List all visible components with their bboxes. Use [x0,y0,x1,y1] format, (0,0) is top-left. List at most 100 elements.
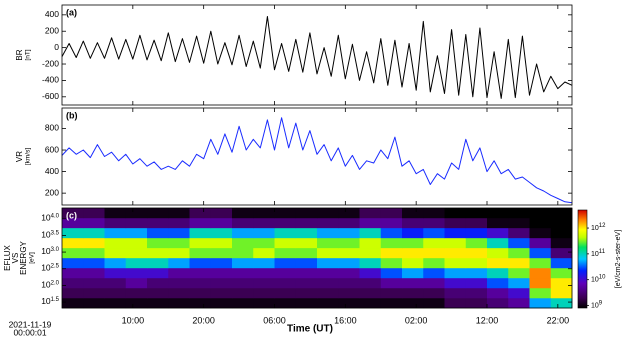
y-axis-title: VR [15,151,24,162]
data-line [61,16,573,99]
x-tick-label: 06:00 [263,315,286,325]
heat-cell [83,247,105,259]
heat-cell [62,257,84,269]
heat-cell [487,247,509,259]
heat-cell [232,297,254,309]
y-tick-label: 800 [45,123,59,133]
heat-cell [487,267,509,279]
y-tick-label: 102.5 [41,263,59,273]
heat-cell [359,237,382,249]
heat-cell [210,277,233,289]
heat-cell [189,217,212,229]
heat-cell [529,227,552,239]
y-axis-title: [eV] [29,252,36,264]
heat-cell [62,237,84,249]
heat-cell [465,297,488,309]
heat-cell [62,208,84,219]
heat-cell [338,237,360,249]
colorbar [577,209,588,309]
x-tick-label: 12:00 [476,315,499,325]
heat-cell [295,257,318,269]
heat-cell [380,297,403,309]
heat-cell [317,257,339,269]
heat-cell [295,297,318,309]
heat-cell [487,287,509,299]
heat-cell [465,237,488,249]
heat-cell [168,257,190,269]
heat-cell [465,267,488,279]
heat-cell [295,208,318,219]
heat-cell [359,267,382,279]
heat-cell [508,208,530,219]
heat-cell [104,217,127,229]
heat-cell [83,237,105,249]
heat-cell [529,257,552,269]
y-tick-label: 200 [45,187,59,197]
y-tick-label: 400 [45,166,59,176]
heat-cell [125,208,148,219]
heat-cell [232,257,254,269]
heat-cell [423,257,445,269]
heat-cell [189,227,212,239]
start-time: 00:00:01 [13,327,46,337]
heat-cell [359,227,382,239]
heat-cell [83,277,105,289]
heat-cell [125,237,148,249]
heat-cell [125,217,148,229]
heat-cell [147,208,169,219]
x-tick-label: 10:00 [122,315,145,325]
heat-cell [550,287,573,299]
heat-cell [62,297,84,309]
heat-cell [508,297,530,309]
heat-cell [147,267,169,279]
heat-cell [380,287,403,299]
heat-cell [529,237,552,249]
heat-cell [317,237,339,249]
heat-cell [125,297,148,309]
heat-cell [189,277,212,289]
y-axis-title: EFLUX [3,244,12,270]
heat-cell [274,247,297,259]
heat-cell [402,267,424,279]
x-axis-title: Time (UT) [287,324,333,335]
heat-cell [125,277,148,289]
heat-cell [125,257,148,269]
heat-cell [423,227,445,239]
heat-cell [444,257,467,269]
heat-cell [508,237,530,249]
heat-cell [487,237,509,249]
heat-cell [359,277,382,289]
heat-cell [295,267,318,279]
heat-cell [168,217,190,229]
heat-cell [550,247,573,259]
heat-cell [274,217,297,229]
heat-cell [529,277,552,289]
heat-cell [444,267,467,279]
panel-label: (c) [66,210,77,220]
heat-cell [550,267,573,279]
panel-frame [61,107,573,206]
heat-cell [380,227,403,239]
heat-cell [317,297,339,309]
y-tick-label: 103.0 [41,246,59,256]
heat-cell [487,297,509,309]
heat-cell [62,267,84,279]
heat-cell [508,217,530,229]
heat-cell [104,227,127,239]
heat-cell [338,267,360,279]
heat-cell [338,208,360,219]
heat-cell [147,287,169,299]
heat-cell [232,208,254,219]
heat-cell [444,247,467,259]
heat-cell [465,227,488,239]
heat-cell [487,227,509,239]
heat-cell [83,287,105,299]
heat-cell [62,247,84,259]
panel-label: (b) [66,110,78,120]
heat-cell [253,217,275,229]
heat-cell [210,237,233,249]
heat-cell [295,247,318,259]
heat-cell [402,247,424,259]
heat-cell [423,208,445,219]
